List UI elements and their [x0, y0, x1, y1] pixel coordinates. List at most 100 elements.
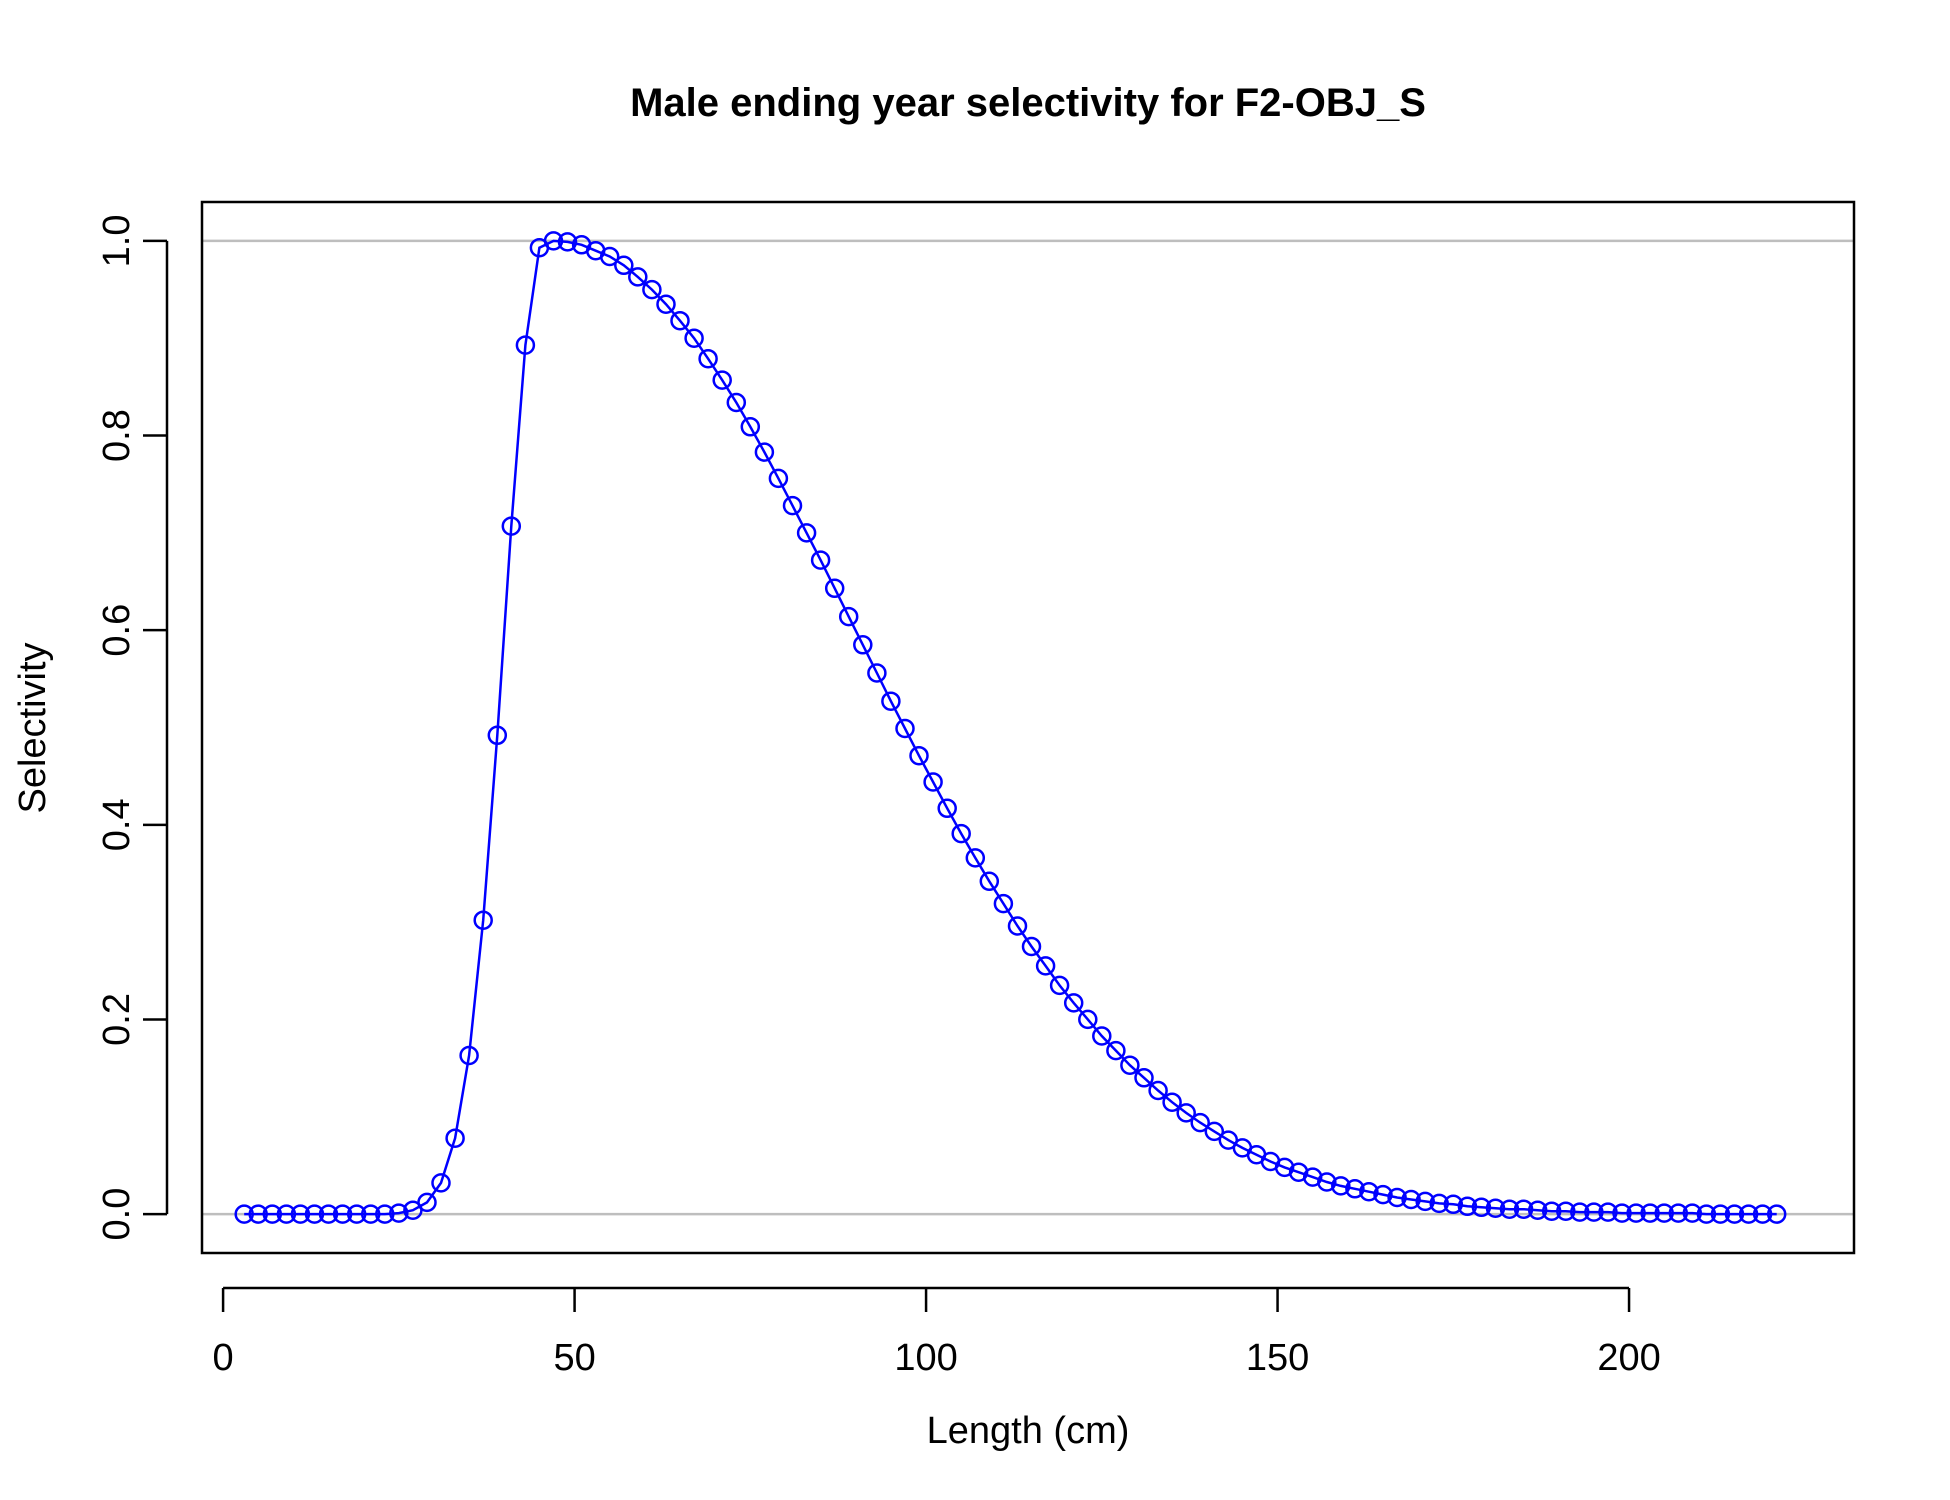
- data-point: [1317, 1172, 1337, 1192]
- data-point: [318, 1204, 339, 1224]
- data-point: [1415, 1191, 1435, 1212]
- data-point: [1556, 1201, 1576, 1221]
- data-point: [290, 1204, 311, 1224]
- y-tick-label: 0.2: [96, 993, 138, 1046]
- data-point: [965, 848, 986, 868]
- data-point: [1134, 1068, 1154, 1088]
- data-point: [1570, 1202, 1590, 1222]
- data-point: [1162, 1092, 1182, 1112]
- data-point: [1457, 1196, 1478, 1217]
- y-tick-label: 0.4: [96, 798, 138, 851]
- data-point: [1190, 1112, 1210, 1133]
- data-point: [796, 523, 817, 543]
- y-tick-label: 1.0: [96, 215, 138, 268]
- data-point: [1443, 1194, 1464, 1215]
- data-point: [810, 550, 831, 570]
- data-point: [262, 1204, 283, 1224]
- x-axis: 0 50 100 150 200: [213, 1286, 1661, 1379]
- chart-title: Male ending year selectivity for F2-OBJ_…: [630, 81, 1426, 125]
- data-point: [1092, 1026, 1112, 1046]
- y-tick-label: 0.8: [96, 409, 138, 462]
- y-axis: 0.0 0.2 0.4 0.6 0.8 1.0: [96, 215, 169, 1241]
- data-point: [838, 606, 859, 627]
- data-point: [1176, 1103, 1196, 1123]
- data-point: [1682, 1203, 1703, 1223]
- data-point: [1696, 1204, 1717, 1224]
- data-point: [782, 495, 803, 516]
- data-point: [712, 370, 732, 390]
- data-point: [1626, 1203, 1646, 1223]
- data-point: [1654, 1203, 1674, 1223]
- x-axis-label: Length (cm): [927, 1410, 1130, 1452]
- data-point: [1373, 1184, 1393, 1205]
- x-tick-label: 50: [553, 1337, 595, 1379]
- data-point: [501, 516, 522, 536]
- data-point: [1598, 1202, 1618, 1222]
- data-point: [1204, 1121, 1225, 1142]
- data-point: [1007, 916, 1028, 936]
- data-point: [1049, 975, 1070, 996]
- data-point: [656, 294, 676, 314]
- y-tick-label: 0.0: [96, 1188, 138, 1241]
- data-point: [698, 348, 718, 369]
- data-point: [1387, 1187, 1407, 1208]
- data-point: [642, 279, 662, 300]
- data-point: [979, 871, 1000, 892]
- data-point: [346, 1204, 367, 1224]
- data-point: [389, 1203, 409, 1223]
- data-point: [332, 1204, 353, 1224]
- data-point: [628, 267, 648, 287]
- data-point: [459, 1045, 479, 1066]
- data-point: [1021, 936, 1042, 957]
- x-tick-label: 200: [1597, 1337, 1660, 1379]
- data-point: [951, 823, 971, 844]
- data-point: [684, 328, 704, 348]
- series-layer: [234, 231, 1787, 1224]
- data-point: [754, 442, 775, 462]
- data-point: [248, 1204, 268, 1224]
- data-point: [909, 745, 929, 766]
- data-point: [853, 635, 873, 655]
- data-point: [1120, 1055, 1140, 1075]
- data-point: [417, 1192, 437, 1213]
- data-point: [1612, 1203, 1632, 1223]
- data-point: [445, 1128, 465, 1148]
- x-tick-label: 100: [894, 1337, 957, 1379]
- data-point: [543, 231, 564, 251]
- data-point: [276, 1204, 297, 1224]
- x-tick-label: 0: [213, 1337, 234, 1379]
- data-point: [670, 310, 690, 331]
- data-point: [1752, 1204, 1773, 1224]
- data-point: [557, 232, 578, 252]
- data-point: [1485, 1198, 1506, 1218]
- data-point: [923, 772, 943, 792]
- data-point: [867, 663, 887, 683]
- data-point: [1584, 1202, 1604, 1222]
- data-point: [1766, 1204, 1787, 1224]
- data-point: [1527, 1200, 1548, 1220]
- data-point: [515, 335, 536, 355]
- data-point: [1513, 1199, 1534, 1219]
- data-point: [726, 392, 747, 413]
- data-point: [234, 1204, 254, 1224]
- data-point: [1724, 1204, 1745, 1224]
- data-point: [304, 1204, 325, 1224]
- y-tick-label: 0.6: [96, 604, 138, 657]
- data-point: [1541, 1201, 1562, 1221]
- data-point: [1738, 1204, 1759, 1224]
- data-point: [1035, 956, 1056, 976]
- data-point: [1401, 1189, 1421, 1210]
- data-point: [599, 246, 620, 267]
- data-point: [1331, 1176, 1351, 1196]
- data-point: [881, 691, 901, 711]
- data-point: [1063, 993, 1084, 1013]
- data-point: [1429, 1193, 1449, 1214]
- y-axis-label: Selectivity: [12, 642, 54, 813]
- data-point: [1668, 1203, 1689, 1223]
- data-point: [487, 725, 508, 746]
- data-point: [824, 578, 845, 599]
- data-point: [1499, 1199, 1520, 1219]
- data-point: [937, 798, 957, 819]
- data-point: [431, 1173, 451, 1193]
